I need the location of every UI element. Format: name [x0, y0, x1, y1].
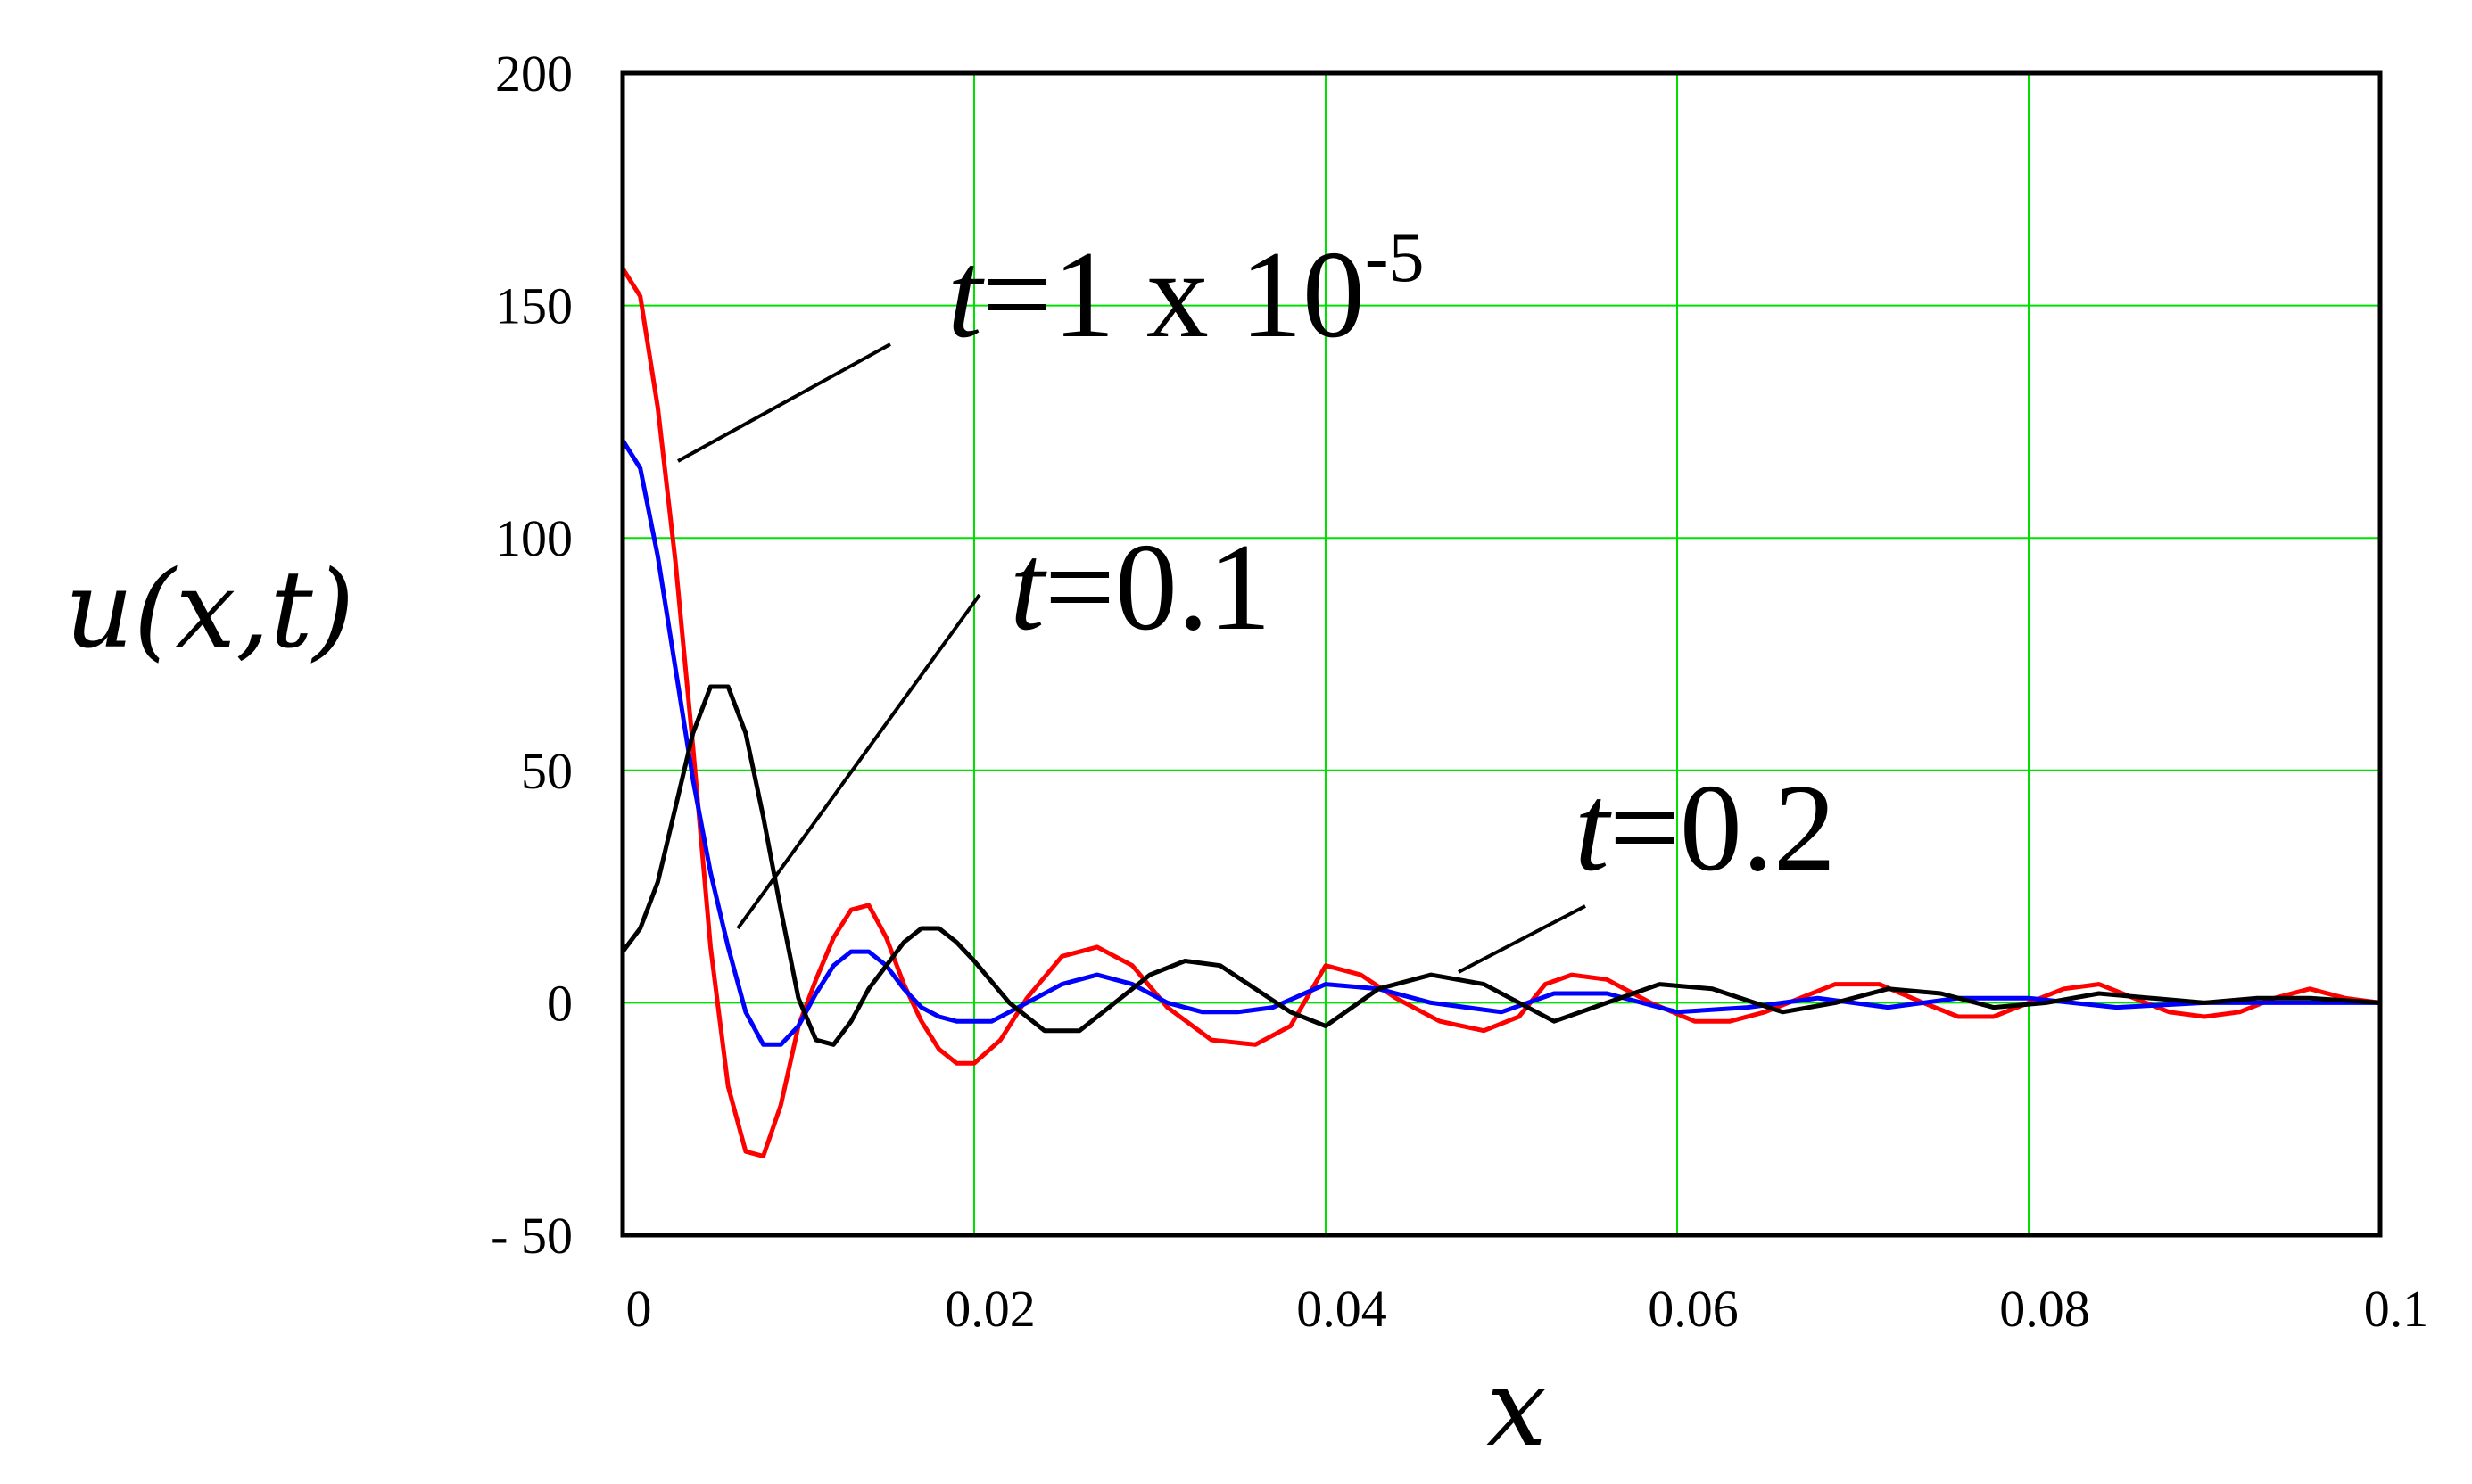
annotation-t-0.1: t=0.1 [1010, 518, 1271, 656]
annotation-leader-line-1 [677, 342, 891, 463]
x-tick-label: 0.1 [2364, 1280, 2429, 1338]
series-layer [620, 266, 2383, 1158]
y-tick-label: 150 [495, 277, 573, 335]
series-line-2 [620, 438, 2383, 1047]
annotation-leader-line-3 [1458, 904, 1586, 974]
y-tick-label: 200 [495, 45, 573, 103]
y-tick-label: 100 [495, 509, 573, 567]
y-tick-label: - 50 [491, 1207, 573, 1265]
y-tick-label: 0 [547, 974, 573, 1032]
annotation-variable: t [947, 226, 985, 364]
annotation-variable: t [1575, 759, 1612, 897]
annotation-value: =0.1 [1045, 518, 1271, 656]
series-line-3 [620, 684, 2383, 1047]
x-axis-title: x [1486, 1347, 1547, 1471]
annotation-value: =1 x 10 [982, 226, 1365, 364]
x-tick-label: 0.02 [945, 1280, 1036, 1338]
y-tick-label: 50 [521, 742, 573, 800]
annotation-value: =0.2 [1609, 759, 1836, 897]
x-tick-label: 0.04 [1296, 1280, 1387, 1338]
annotation-t-1e-5: t=1 x 10-5 [947, 218, 1425, 364]
x-tick-label: 0.08 [1999, 1280, 2090, 1338]
annotation-superscript: -5 [1365, 218, 1425, 297]
annotation-t-0.2: t=0.2 [1575, 759, 1836, 897]
annotation-variable: t [1010, 518, 1047, 656]
x-tick-label: 0.06 [1648, 1280, 1739, 1338]
y-axis-title: u(x,t) [65, 548, 355, 672]
x-tick-label: 0 [626, 1280, 652, 1338]
plot-frame [620, 70, 2383, 1238]
x-tick-labels: 0 0.02 0.04 0.06 0.08 0.1 [626, 1280, 2429, 1338]
annotation-leader-line-2 [736, 593, 981, 930]
y-tick-labels: - 50 0 50 100 150 200 [491, 45, 573, 1265]
